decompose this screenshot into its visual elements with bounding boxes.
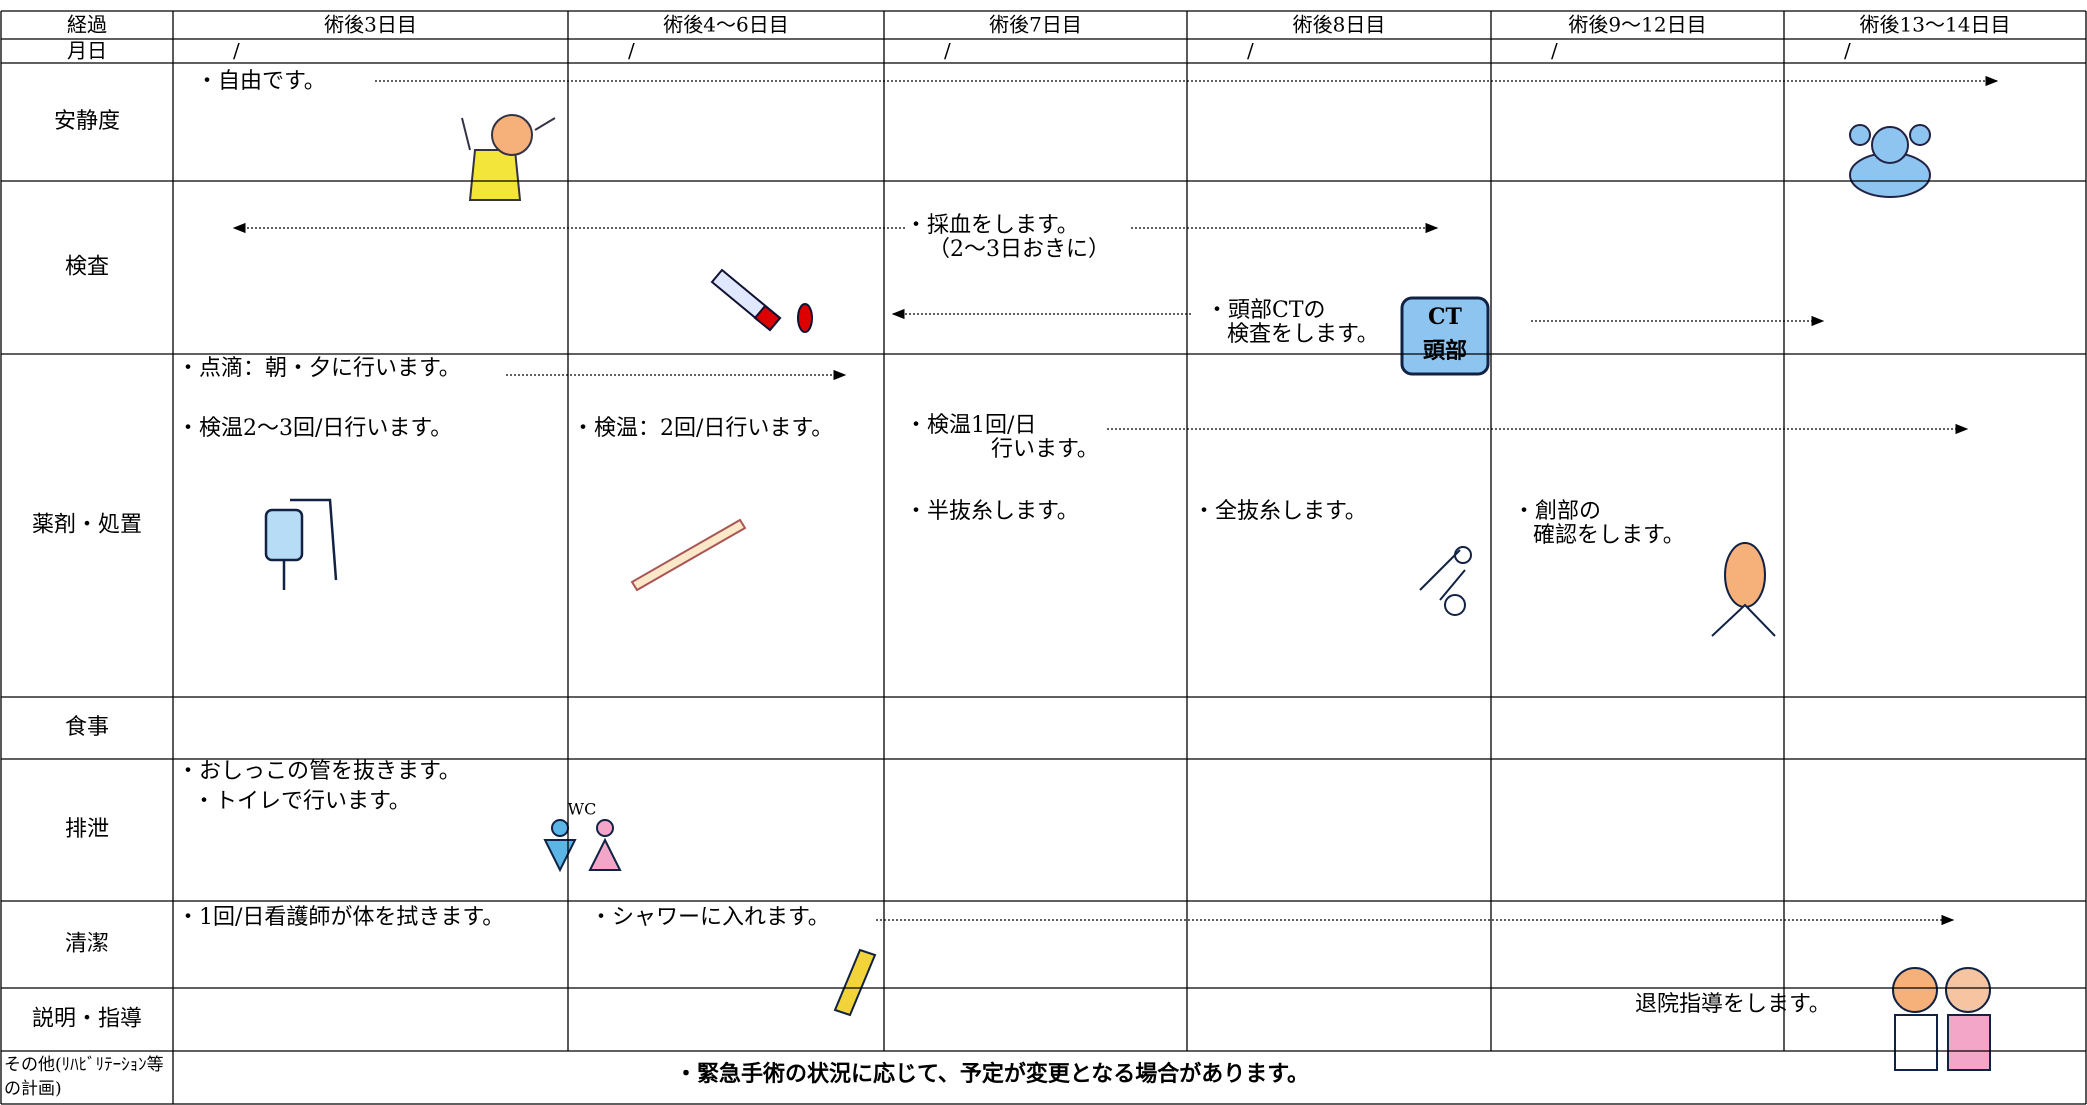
column-header: 術後3日目 bbox=[324, 13, 417, 37]
dates-label: 月日 bbox=[67, 39, 107, 63]
cell-text: ・検温2～3回/日行います。 bbox=[177, 416, 452, 441]
icon-scissors bbox=[1419, 546, 1472, 616]
cell-text: 検査をします。 bbox=[1227, 322, 1379, 347]
date-cell: / bbox=[1551, 39, 1558, 63]
icon-thermometer bbox=[630, 518, 747, 592]
date-cell: / bbox=[233, 39, 240, 63]
column-header: 経過 bbox=[67, 13, 107, 37]
row-label: 薬剤・処置 bbox=[32, 513, 142, 538]
icon-shower bbox=[833, 948, 877, 1017]
row-label: 清潔 bbox=[65, 932, 109, 957]
icon-text: CT bbox=[1428, 304, 1463, 330]
icon-staff bbox=[1892, 967, 1991, 1071]
row-label: 食事 bbox=[65, 715, 109, 740]
column-header: 術後7日目 bbox=[989, 13, 1082, 37]
icon-person-flex bbox=[1849, 124, 1931, 198]
cell-text: ・採血をします。 bbox=[905, 213, 1079, 238]
icon-text: WC bbox=[568, 800, 597, 819]
cell-text: 退院指導をします。 bbox=[1635, 992, 1831, 1017]
column-header: 術後8日目 bbox=[1293, 13, 1386, 37]
icon-doctor bbox=[1711, 542, 1776, 637]
row-label: その他(ﾘﾊﾋﾞﾘﾃｰｼｮﾝ等の計画) bbox=[4, 1055, 164, 1099]
date-cell: / bbox=[1844, 39, 1851, 63]
cell-text: ・全抜糸します。 bbox=[1193, 499, 1367, 524]
cell-text: ・検温：2回/日行います。 bbox=[572, 416, 833, 441]
row-label-box: その他(ﾘﾊﾋﾞﾘﾃｰｼｮﾝ等の計画) bbox=[4, 1055, 164, 1099]
row-label: 安静度 bbox=[54, 109, 120, 134]
column-header: 術後4～6日目 bbox=[663, 13, 788, 37]
icon-text: 頭部 bbox=[1423, 338, 1467, 364]
cell-text: 行います。 bbox=[991, 437, 1099, 462]
cell-text: ・トイレで行います。 bbox=[193, 789, 411, 814]
cell-text: ・自由です。 bbox=[196, 69, 326, 94]
cell-text: 確認をします。 bbox=[1533, 523, 1685, 548]
cell-text: ・点滴：朝・夕に行います。 bbox=[177, 356, 461, 381]
icon-syringe bbox=[710, 268, 813, 333]
cell-text: ・頭部CTの bbox=[1206, 298, 1326, 323]
icon-ct bbox=[1400, 296, 1490, 376]
cell-text: ・シャワーに入れます。 bbox=[590, 905, 830, 930]
cell-text: （2～3日おきに） bbox=[928, 237, 1110, 262]
row-label: 説明・指導 bbox=[32, 1007, 142, 1032]
row-label: 検査 bbox=[65, 255, 109, 280]
date-cell: / bbox=[944, 39, 951, 63]
cell-text: ・緊急手術の状況に応じて、予定が変更となる場合があります。 bbox=[675, 1061, 1309, 1087]
cell-text: ・1回/日看護師が体を拭きます。 bbox=[177, 905, 504, 930]
cell-text: ・半抜糸します。 bbox=[905, 499, 1079, 524]
column-header: 術後13～14日目 bbox=[1860, 13, 2011, 37]
column-header: 術後9～12日目 bbox=[1568, 13, 1706, 37]
date-cell: / bbox=[628, 39, 635, 63]
cell-text: ・創部の bbox=[1513, 499, 1601, 524]
icon-wc bbox=[543, 819, 622, 873]
cell-text: ・おしっこの管を抜きます。 bbox=[177, 759, 461, 784]
icon-person-stretch bbox=[461, 114, 556, 201]
row-label: 排泄 bbox=[65, 817, 109, 842]
cell-text: ・検温1回/日 bbox=[905, 413, 1036, 438]
icon-drip bbox=[264, 498, 338, 590]
date-cell: / bbox=[1247, 39, 1254, 63]
